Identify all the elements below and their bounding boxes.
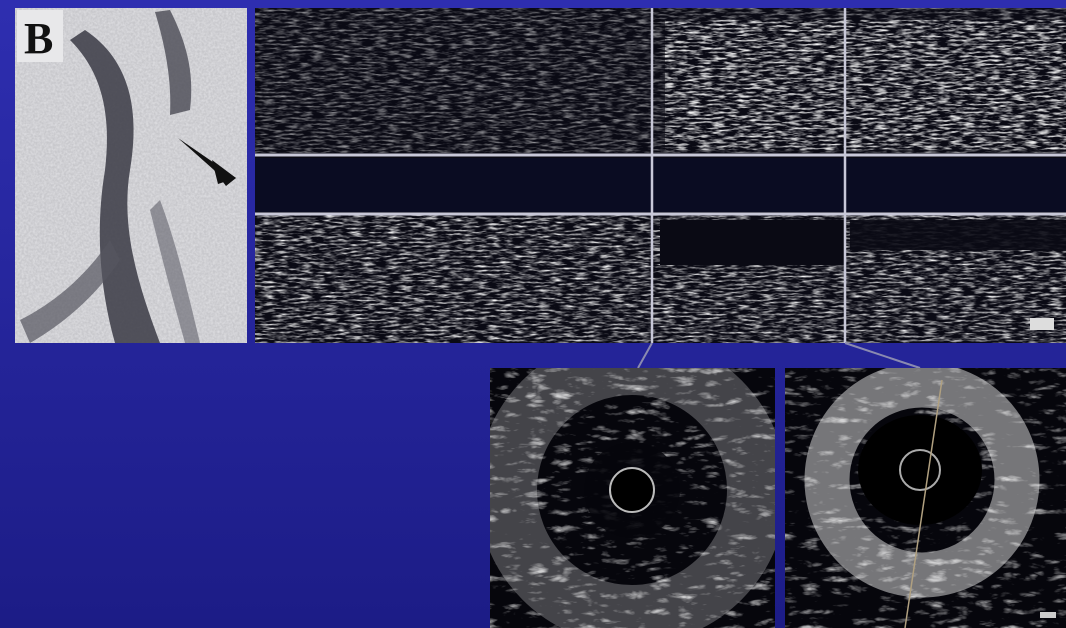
longitudinal-ivus — [255, 8, 1066, 343]
figure: B — [0, 0, 1066, 628]
angiogram: B — [15, 8, 247, 343]
ivus-cross-section — [490, 365, 775, 628]
ivus-cross-section — [785, 368, 1066, 628]
panel-label: B — [24, 14, 53, 63]
page: {"panel": {"label": "B"}} — [0, 0, 1066, 628]
